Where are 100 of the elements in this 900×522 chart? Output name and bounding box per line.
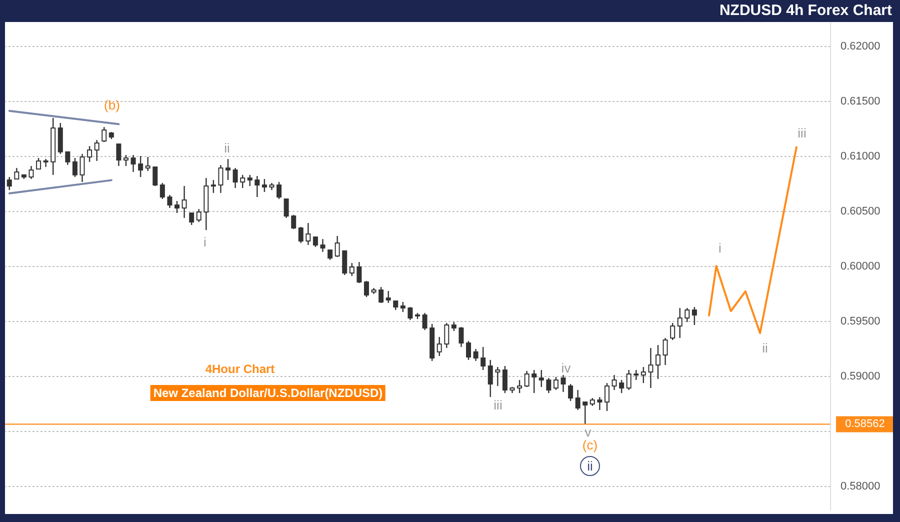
candlestick — [364, 280, 369, 298]
y-tick-label: 0.58000 — [840, 480, 880, 493]
y-tick-label: 0.62000 — [840, 40, 880, 52]
y-tick-label: 0.59000 — [840, 370, 880, 383]
candlestick — [342, 250, 348, 276]
candlestick — [28, 165, 34, 180]
candlestick — [488, 359, 493, 398]
candlestick — [473, 348, 478, 362]
annotation: 4Hour Chart — [204, 361, 276, 377]
candlestick — [553, 376, 558, 391]
candlestick — [538, 369, 544, 388]
candlestick — [189, 212, 194, 226]
candlestick — [160, 182, 165, 200]
y-tick-label: 0.60500 — [840, 205, 880, 218]
candlestick — [436, 336, 442, 357]
candlestick — [532, 369, 537, 394]
candlestick — [138, 155, 144, 178]
candlestick — [167, 194, 172, 209]
candlestick — [517, 379, 522, 394]
candlestick — [451, 321, 456, 332]
candlestick — [400, 301, 406, 313]
annotation: iv — [560, 360, 572, 376]
candlestick — [393, 300, 398, 311]
candlestick — [174, 200, 180, 214]
candlestick — [334, 235, 340, 258]
candlestick — [145, 156, 150, 172]
candlestick — [662, 337, 668, 366]
candlestick — [116, 143, 122, 167]
candlestick — [612, 374, 617, 391]
candlestick — [670, 322, 676, 341]
candlestick — [291, 214, 296, 230]
candlestick — [65, 151, 70, 166]
candlestick — [14, 167, 20, 180]
candlestick — [240, 174, 246, 189]
candlestick — [102, 126, 107, 143]
y-tick-label: 0.61000 — [840, 150, 880, 162]
ref-line-label: 0.58562 — [845, 418, 885, 430]
candlestick — [677, 307, 682, 339]
y-tick-label: 0.60000 — [840, 260, 880, 272]
candlestick — [232, 167, 238, 189]
candlestick — [444, 322, 450, 349]
candlestick — [626, 369, 632, 391]
annotation: i — [202, 234, 208, 250]
candlestick — [247, 174, 252, 187]
candlestick — [306, 222, 311, 246]
annotation: ii — [223, 140, 231, 156]
candlestick — [524, 370, 530, 388]
candlestick — [568, 383, 574, 402]
annotation: ii — [761, 340, 769, 356]
chart-title: NZDUSD 4h Forex Chart — [719, 2, 892, 19]
candlestick — [130, 154, 136, 173]
candlestick — [422, 312, 428, 331]
y-tick-label: 0.61500 — [840, 95, 880, 108]
line-series — [708, 146, 798, 334]
annotation: i — [718, 240, 722, 256]
candlestick — [87, 145, 92, 163]
candlestick — [502, 365, 508, 394]
annotation: New Zealand Dollar/U.S.Dollar(NZDUSD) — [150, 385, 386, 401]
candlestick — [349, 262, 354, 277]
candlestick — [582, 401, 588, 425]
candlestick — [648, 347, 654, 389]
candlestick — [656, 344, 661, 380]
candlestick — [480, 346, 486, 371]
candlestick — [408, 306, 413, 321]
candlestick — [692, 306, 697, 326]
candlestick — [182, 185, 187, 219]
y-tick-label: 0.59500 — [840, 316, 880, 328]
candlestick — [58, 122, 63, 154]
candlestick — [640, 366, 646, 384]
candlestick — [356, 261, 362, 284]
candlestick — [94, 139, 100, 162]
candlestick — [495, 366, 500, 387]
candlestick — [262, 178, 267, 193]
candlestick — [386, 290, 391, 304]
candlestick — [378, 286, 384, 304]
candlestick — [218, 164, 224, 194]
candlestick — [298, 226, 304, 244]
candlestick — [320, 238, 326, 253]
candlestick — [36, 157, 42, 170]
candlestick — [619, 379, 624, 394]
candlestick — [152, 166, 158, 187]
candlestick — [546, 377, 552, 394]
annotation: (b) — [103, 96, 121, 114]
candlestick — [284, 198, 289, 219]
annotation: iii — [796, 124, 808, 142]
candlestick — [328, 249, 333, 261]
candlestick — [634, 369, 639, 381]
candlestick — [466, 340, 472, 361]
candlestick — [226, 158, 231, 181]
candlestick — [72, 157, 78, 178]
candlestick — [123, 154, 128, 167]
candlestick — [196, 208, 202, 223]
candlestick — [43, 158, 48, 168]
candlestick — [684, 307, 690, 323]
candlestick — [458, 326, 464, 348]
candlestick — [6, 176, 12, 191]
candlestick — [604, 382, 610, 412]
candlestick — [575, 389, 580, 411]
candlestick — [80, 153, 85, 183]
candlestick — [276, 181, 282, 200]
